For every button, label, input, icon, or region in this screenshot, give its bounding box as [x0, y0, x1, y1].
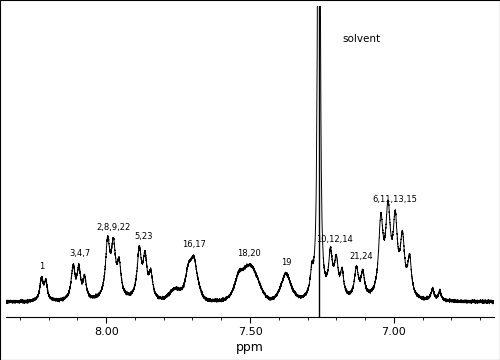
Text: 2,8,9,22: 2,8,9,22 [96, 223, 130, 232]
Text: 18,20: 18,20 [236, 249, 260, 258]
Text: solvent: solvent [342, 34, 380, 44]
Text: 3,4,7: 3,4,7 [70, 249, 91, 258]
Text: 10,12,14: 10,12,14 [316, 235, 353, 244]
Text: 1: 1 [39, 262, 44, 271]
Text: 21,24: 21,24 [349, 252, 372, 261]
X-axis label: ppm: ppm [236, 341, 264, 355]
Text: 16,17: 16,17 [182, 240, 206, 249]
Text: 5,23: 5,23 [134, 232, 153, 241]
Text: 19: 19 [280, 257, 291, 266]
Text: 6,11,13,15: 6,11,13,15 [373, 195, 418, 204]
